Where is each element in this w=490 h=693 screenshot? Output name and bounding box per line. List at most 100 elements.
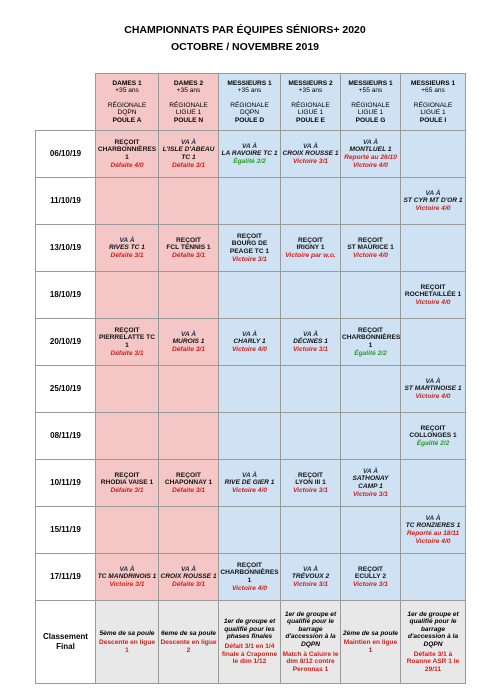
final-rank: 1er de groupe et qualifié pour le barrag…: [407, 610, 459, 648]
header-level: RÉGIONALE: [351, 101, 390, 109]
match-win: Victoire 3/1: [293, 486, 328, 494]
match-cell: [280, 271, 341, 319]
match-away: VA À: [425, 514, 441, 522]
match-postponed: Reporté au 18/11: [406, 530, 460, 537]
match-home: REÇOIT: [420, 424, 446, 432]
match-win: Victoire 4/0: [232, 584, 267, 592]
final-label: Classement Final: [35, 600, 96, 684]
header-category: +35 ans: [176, 87, 201, 95]
match-away: VA À: [362, 467, 379, 475]
match-home: REÇOIT: [237, 232, 262, 240]
match-win: Victoire 4/0: [232, 345, 267, 353]
match-opponent: CHARBONNIÈRES 1: [220, 569, 279, 584]
schedule-table: DAMES 1 +35 ans RÉGIONALE DQPN POULE A DAMES …: [35, 73, 466, 684]
match-postponed: Reporté au 26/10: [344, 154, 397, 161]
match-cell: REÇOIT CHARBONNIÈRES 1 Défaite 4/0: [95, 130, 159, 178]
match-opponent: CROIX ROUSSE 1: [160, 573, 217, 581]
match-cell: REÇOIT ST MAURICE 1 Victoire 4/0: [340, 224, 401, 272]
match-row: 17/11/19 VA À TC MANDRINOIS 1 Victoire 3/1 V…: [35, 553, 466, 601]
match-row: 10/11/19 REÇOIT RHODIA VAISE 1 Défaite 3/1 R…: [35, 459, 466, 507]
date-cell: 18/10/19: [35, 271, 96, 319]
match-row: 08/11/19 REÇOIT COLLONGES 1 Égalité 2/2: [35, 412, 466, 460]
match-opponent: MONTLUEL 1: [349, 146, 392, 154]
match-cell: [95, 412, 159, 460]
match-cell: VA À TC RONZIERES 1 Reporté au 18/11 Victoi…: [400, 506, 466, 554]
match-win: Victoire par w.o.: [285, 251, 336, 259]
match-opponent: FCL TENNIS 1: [166, 244, 211, 252]
header-poule: POULE I: [419, 116, 447, 124]
date-cell: 11/10/19: [35, 177, 96, 225]
date-cell: 06/10/19: [35, 130, 96, 178]
match-cell: [158, 271, 219, 319]
match-opponent: LA RAVOIRE TC 1: [221, 150, 278, 158]
match-loss: Défaite 3/1: [110, 251, 144, 259]
match-cell: VA À MONTLUEL 1 Reporté au 26/10 Victoire 4…: [340, 130, 401, 178]
final-rank: 5ème de sa poule: [99, 629, 155, 637]
match-draw: Égalité 2/2: [354, 349, 387, 357]
final-outcome: Descente en ligue 2: [160, 639, 217, 654]
column-header: MESSIEURS 1 +65 ans RÉGIONALE LIGUE 1 POULE …: [400, 73, 466, 131]
match-home: REÇOIT: [114, 326, 140, 334]
column-header: MESSIEURS 2 +35 ans RÉGIONALE LIGUE 1 POULE …: [280, 73, 341, 131]
match-cell: VA À L'ISLE D'ABEAU TC 1 Défaite 3/1: [158, 130, 219, 178]
match-cell: VA À ST CYR MT D'OR 1 Victoire 4/0: [400, 177, 466, 225]
final-rank: 6eme de sa poule: [161, 629, 216, 637]
match-home: REÇOIT: [358, 326, 383, 334]
header-team: MESSIEURS 1: [410, 79, 456, 87]
match-opponent: ST MAURICE 1: [347, 244, 394, 252]
title: CHAMPIONNATS PAR ÉQUIPES SÉNIORS+ 2020: [124, 24, 366, 36]
match-cell: VA À CROIX ROUSSE 1 Victoire 3/1: [280, 130, 341, 178]
final-outcome: Match à Caluire le dim 8/12 contre Peron…: [282, 650, 339, 673]
match-loss: Défaite 3/1: [172, 251, 205, 259]
final-cell: 2ème de sa poule Maintien en ligue 1: [340, 600, 401, 684]
match-cell: [218, 365, 281, 413]
header-division: DQPN: [117, 109, 137, 117]
match-win: Victoire 4/0: [415, 204, 451, 212]
match-cell: REÇOIT COLLONGES 1 Égalité 2/2: [400, 412, 466, 460]
match-cell: VA À SATHONAY CAMP 1 Victoire 3/1: [340, 459, 401, 507]
column-header: MESSIEURS 1 +35 ans RÉGIONALE DQPN POULE D: [218, 73, 281, 131]
final-outcome: Défait 3/1 en 1/4 finale à Craponne le d…: [221, 643, 278, 666]
header-poule: POULE E: [296, 116, 325, 124]
header-category: +35 ans: [298, 87, 323, 95]
match-cell: REÇOIT CHAPONNAY 1 Défaite 3/1: [158, 459, 219, 507]
match-away: VA À: [119, 236, 135, 244]
match-home: REÇOIT: [114, 471, 140, 479]
header-team: MESSIEURS 2: [288, 79, 333, 87]
match-cell: VA À LA RAVOIRE TC 1 Égalité 2/2: [218, 130, 281, 178]
match-row: 15/11/19 VA À TC RONZIERES 1 Reporté au 18/…: [35, 506, 466, 554]
match-cell: VA À ST MARTINOISE 1 Victoire 4/0: [400, 365, 466, 413]
header-level: RÉGIONALE: [107, 101, 147, 109]
match-away: VA À: [302, 330, 319, 338]
match-cell: REÇOIT BOURG DE PEAGE TC 1 Victoire 3/1: [218, 224, 281, 272]
header-team: MESSIEURS 1: [348, 79, 393, 87]
match-cell: [218, 271, 281, 319]
match-cell: REÇOIT RHODIA VAISE 1 Défaite 3/1: [95, 459, 159, 507]
match-opponent: COLLONGES 1: [409, 432, 457, 440]
match-away: VA À: [302, 565, 319, 573]
date-cell: 20/10/19: [35, 318, 96, 366]
header-division: LIGUE 1: [175, 109, 202, 117]
match-loss: Défaite 3/1: [110, 349, 144, 357]
final-outcome: Descente en ligue 1: [98, 639, 156, 654]
match-draw: Égalité 2/2: [233, 157, 266, 165]
match-cell: [280, 412, 341, 460]
match-opponent: MUROIS 1: [172, 338, 205, 346]
match-away: VA À: [302, 142, 319, 150]
match-away: VA À: [241, 471, 258, 479]
header-team: DAMES 1: [112, 79, 142, 87]
match-cell: [280, 506, 341, 554]
match-cell: [95, 365, 159, 413]
match-cell: VA À RIVES TC 1 Défaite 3/1: [95, 224, 159, 272]
match-win: Victoire 4/0: [415, 392, 451, 400]
match-cell: [158, 412, 219, 460]
match-opponent: LYON III 1: [295, 479, 326, 487]
match-cell: [218, 177, 281, 225]
match-win: Victoire 4/0: [353, 251, 388, 259]
match-win: Victoire 3/1: [353, 490, 388, 498]
header-level: RÉGIONALE: [230, 101, 269, 109]
match-loss: Défaite 3/1: [172, 580, 205, 588]
match-away: VA À: [241, 330, 258, 338]
match-home: REÇOIT: [420, 283, 446, 291]
match-opponent: RIVES TC 1: [109, 244, 145, 252]
